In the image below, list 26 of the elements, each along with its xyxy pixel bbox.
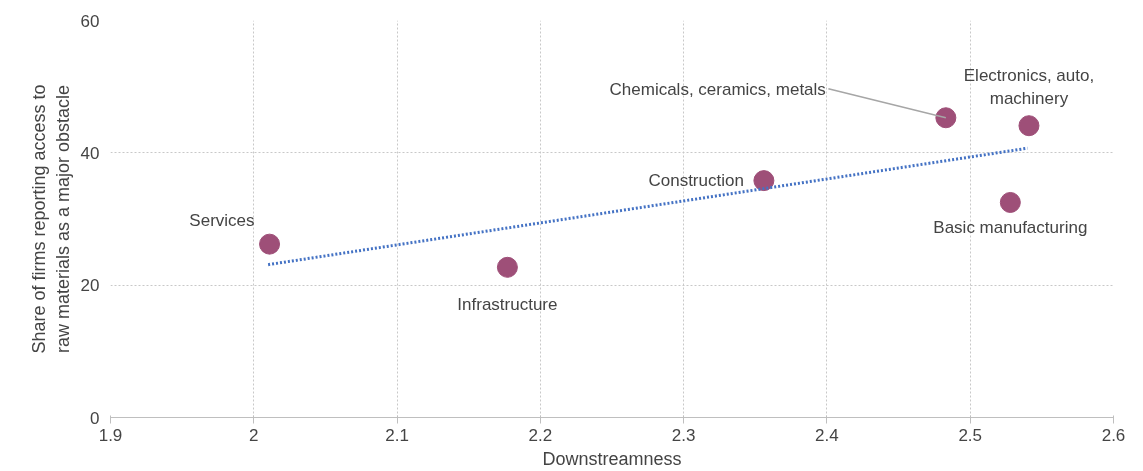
annotation: Infrastructure xyxy=(457,295,558,315)
y-axis-title: Share of firms reporting access to raw materials as a major obstacle xyxy=(28,84,73,354)
point xyxy=(259,233,281,255)
x-tick-label: 2 xyxy=(249,425,259,445)
annotation: Construction xyxy=(648,171,744,191)
annotation: Chemicals, ceramics, metals xyxy=(609,80,826,100)
x-tick-label: 2.4 xyxy=(815,425,839,445)
x-tick-label: 2.3 xyxy=(671,425,696,445)
x-tick-label: 2.2 xyxy=(528,425,553,445)
point xyxy=(935,107,957,129)
point xyxy=(999,191,1021,213)
x-tick-label: 2.6 xyxy=(1101,425,1126,445)
x-tick-label: 2.1 xyxy=(385,425,409,445)
annotation: Basic manufacturing xyxy=(933,218,1088,238)
annotation: Services xyxy=(189,211,255,231)
point xyxy=(496,256,518,278)
y-tick-label: 60 xyxy=(80,11,100,31)
y-tick-label: 20 xyxy=(80,276,100,296)
point xyxy=(753,170,775,192)
y-tick-label: 40 xyxy=(80,143,100,163)
x-tick-label: 2.5 xyxy=(958,425,983,445)
annotation: Electronics, auto, machinery xyxy=(963,65,1095,108)
x-tick-label: 1.9 xyxy=(98,425,123,445)
y-tick-label: 0 xyxy=(90,408,100,428)
point xyxy=(1018,115,1040,137)
x-axis-title: Downstreamness xyxy=(542,448,682,469)
